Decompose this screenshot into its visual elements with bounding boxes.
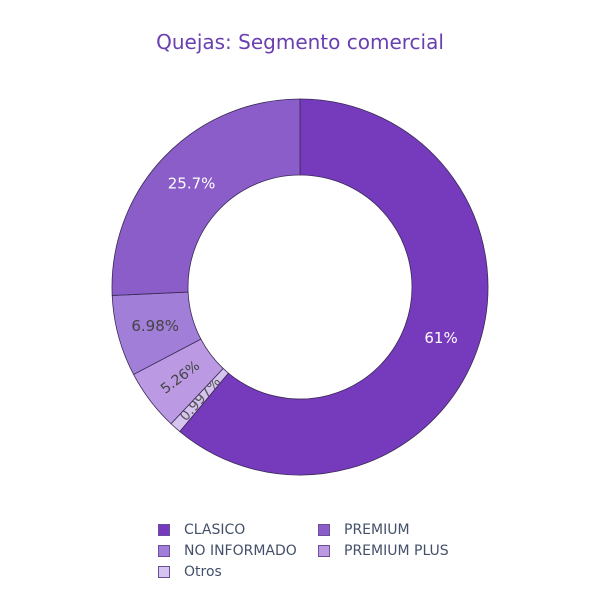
legend-label: PREMIUM (344, 522, 410, 538)
legend-swatch (158, 545, 170, 557)
slice-label: 61% (424, 329, 457, 347)
legend-item-premium[interactable]: PREMIUM (318, 521, 488, 539)
slice-label: 25.7% (168, 174, 216, 192)
chart-title: Quejas: Segmento comercial (156, 30, 444, 54)
legend-item-premium-plus[interactable]: PREMIUM PLUS (318, 542, 488, 560)
legend-label: Otros (184, 564, 222, 580)
legend-item-clasico[interactable]: CLASICO (158, 521, 318, 539)
legend-label: PREMIUM PLUS (344, 543, 449, 559)
legend-label: NO INFORMADO (184, 543, 297, 559)
legend-swatch (158, 524, 170, 536)
slice-label: 6.98% (131, 317, 179, 335)
slice-clasico[interactable] (179, 98, 489, 476)
legend-item-no-informado[interactable]: NO INFORMADO (158, 542, 318, 560)
legend-label: CLASICO (184, 522, 246, 538)
legend-item-otros[interactable]: Otros (158, 563, 318, 581)
legend-swatch (318, 524, 330, 536)
legend-swatch (318, 545, 330, 557)
slice-premium[interactable] (111, 98, 301, 296)
legend: CLASICO PREMIUM NO INFORMADO PREMIUM PLU… (158, 521, 498, 581)
legend-swatch (158, 566, 170, 578)
